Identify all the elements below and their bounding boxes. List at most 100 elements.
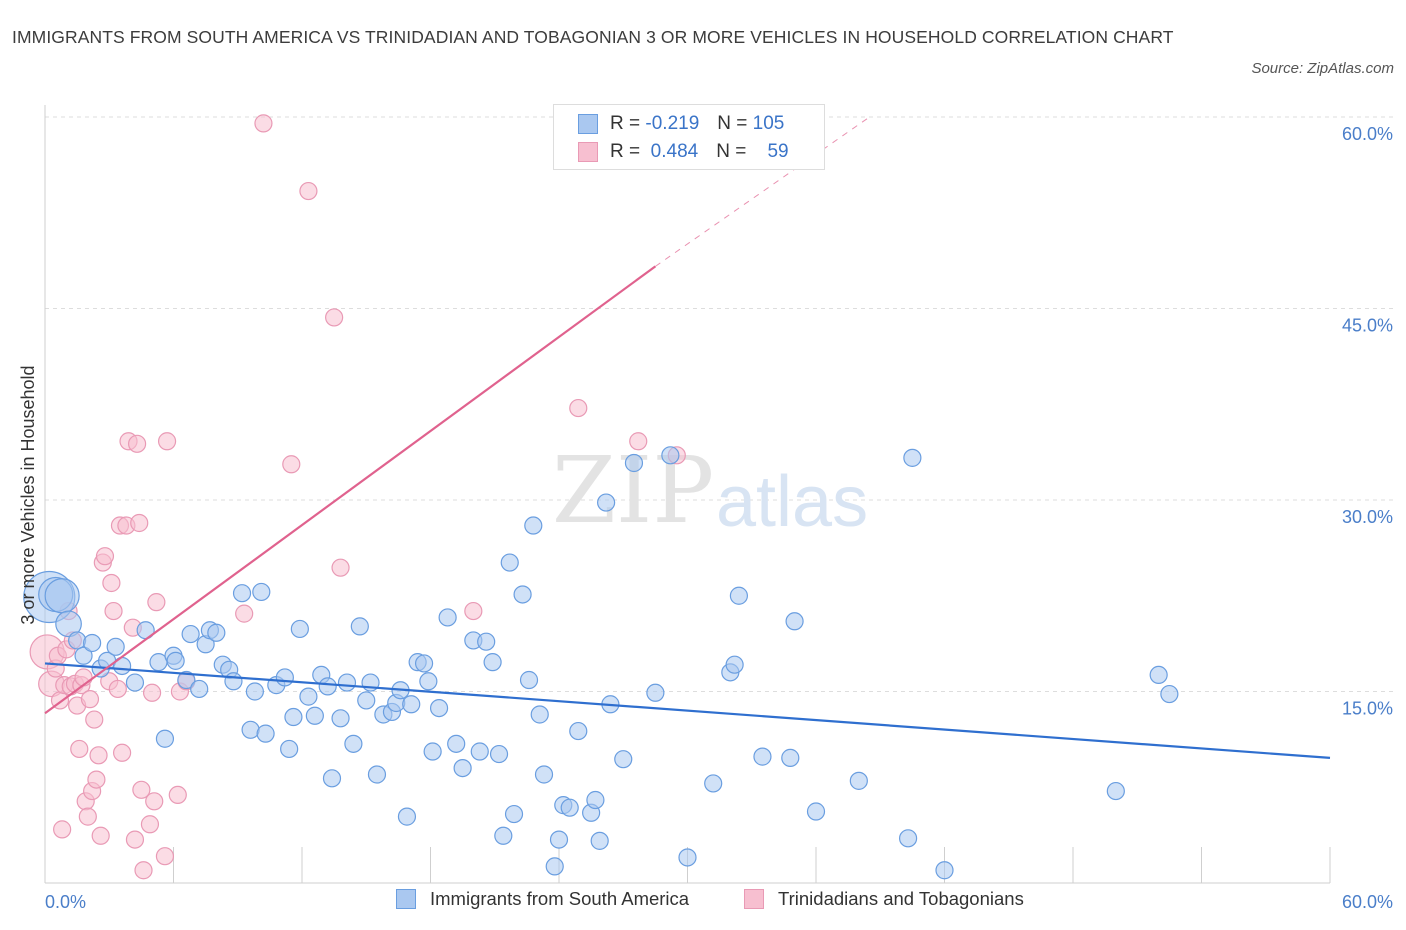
data-point bbox=[55, 610, 82, 638]
data-point bbox=[534, 765, 554, 784]
data-point bbox=[500, 553, 519, 572]
data-point bbox=[106, 637, 125, 656]
data-point bbox=[130, 513, 149, 533]
data-point bbox=[280, 739, 299, 759]
legend-pink-r-value: 0.484 bbox=[650, 141, 699, 162]
data-point bbox=[70, 739, 89, 759]
data-point bbox=[646, 683, 665, 702]
data-point bbox=[254, 114, 273, 133]
trend-line-south-america bbox=[44, 662, 1331, 759]
legend-pink-n-value: 59 bbox=[767, 141, 789, 162]
data-point bbox=[331, 558, 350, 577]
data-point bbox=[785, 612, 804, 631]
data-point bbox=[155, 847, 175, 866]
data-point bbox=[725, 655, 744, 674]
data-point bbox=[44, 578, 80, 614]
data-point bbox=[661, 446, 680, 465]
data-point bbox=[414, 654, 434, 673]
data-point bbox=[235, 604, 254, 623]
watermark-atlas: atlas bbox=[716, 462, 868, 542]
bottom-legend-pink-label: Trinidadians and Tobagonians bbox=[778, 888, 1024, 909]
data-point bbox=[145, 792, 164, 811]
data-point bbox=[177, 670, 196, 690]
data-point bbox=[284, 707, 303, 727]
data-point bbox=[704, 774, 723, 793]
data-point bbox=[549, 830, 569, 849]
data-point bbox=[134, 861, 153, 880]
data-point bbox=[524, 516, 543, 535]
data-point bbox=[419, 672, 438, 691]
data-point bbox=[181, 624, 200, 644]
series-trinidadian-points bbox=[29, 114, 686, 880]
legend-blue-r-value: -0.219 bbox=[645, 113, 700, 134]
data-point bbox=[95, 547, 115, 566]
legend-row-pink: R = 0.484 N = 59 bbox=[578, 138, 789, 166]
data-point bbox=[806, 802, 826, 821]
data-point bbox=[112, 743, 132, 762]
data-point bbox=[190, 679, 209, 699]
chart-title: IMMIGRANTS FROM SOUTH AMERICA VS TRINIDA… bbox=[12, 27, 1174, 47]
y-tick-label: 60.0% bbox=[1342, 124, 1393, 144]
data-point bbox=[483, 653, 502, 672]
data-point bbox=[104, 601, 123, 621]
data-point bbox=[464, 601, 483, 621]
data-point bbox=[89, 746, 108, 765]
data-point bbox=[256, 724, 275, 743]
data-point bbox=[629, 432, 648, 451]
data-point bbox=[91, 826, 110, 845]
bottom-legend-swatch-blue bbox=[396, 889, 416, 909]
data-point bbox=[935, 861, 954, 880]
y-tick-labels: 15.0% 30.0% 45.0% 60.0% bbox=[1342, 124, 1393, 719]
data-point bbox=[614, 750, 633, 769]
data-point bbox=[519, 670, 539, 690]
data-point bbox=[299, 687, 318, 706]
data-point bbox=[504, 804, 524, 824]
bottom-legend-blue-label: Immigrants from South America bbox=[430, 888, 690, 909]
data-point bbox=[87, 770, 106, 789]
x-tick-labels: 0.0% 60.0% bbox=[45, 892, 1393, 912]
trend-lines bbox=[44, 116, 1331, 759]
legend-swatch-blue bbox=[578, 114, 598, 134]
data-point bbox=[74, 668, 93, 687]
data-point bbox=[140, 815, 160, 834]
y-tick-label: 15.0% bbox=[1342, 699, 1393, 719]
source-label: Source: ZipAtlas.com bbox=[1251, 60, 1394, 77]
data-point bbox=[168, 785, 187, 805]
trend-line-trinidadian bbox=[44, 265, 657, 715]
x-tick-label-min: 0.0% bbox=[45, 892, 86, 912]
data-point bbox=[337, 673, 357, 692]
y-tick-label: 30.0% bbox=[1342, 507, 1393, 527]
data-point bbox=[275, 668, 294, 687]
data-point bbox=[402, 695, 421, 714]
data-point bbox=[68, 631, 87, 650]
data-point bbox=[447, 734, 466, 753]
data-point bbox=[53, 820, 72, 839]
data-point bbox=[569, 721, 588, 741]
data-point bbox=[125, 673, 145, 692]
data-point bbox=[781, 748, 800, 767]
data-point bbox=[241, 720, 260, 739]
y-axis-label: 3 or more Vehicles in Household bbox=[18, 365, 38, 624]
x-tick-label-max: 60.0% bbox=[1342, 892, 1393, 912]
data-point bbox=[423, 742, 442, 761]
data-point bbox=[357, 691, 376, 710]
data-point bbox=[224, 672, 243, 691]
data-point bbox=[898, 829, 918, 848]
data-point bbox=[344, 734, 363, 753]
data-point bbox=[78, 807, 97, 826]
data-point bbox=[290, 619, 309, 639]
legend-blue-n-label: N = bbox=[717, 113, 748, 134]
data-point bbox=[245, 682, 264, 701]
data-point bbox=[1106, 781, 1125, 801]
data-point bbox=[560, 798, 579, 817]
data-point bbox=[470, 742, 489, 761]
data-point bbox=[325, 308, 344, 327]
data-point bbox=[545, 857, 564, 876]
data-point bbox=[132, 780, 151, 799]
data-point bbox=[305, 706, 324, 725]
data-point bbox=[350, 617, 369, 636]
data-point bbox=[147, 593, 166, 612]
data-point bbox=[513, 585, 532, 604]
bottom-legend-pink: Trinidadians and Tobagonians bbox=[744, 888, 1024, 910]
data-point bbox=[1160, 684, 1179, 704]
